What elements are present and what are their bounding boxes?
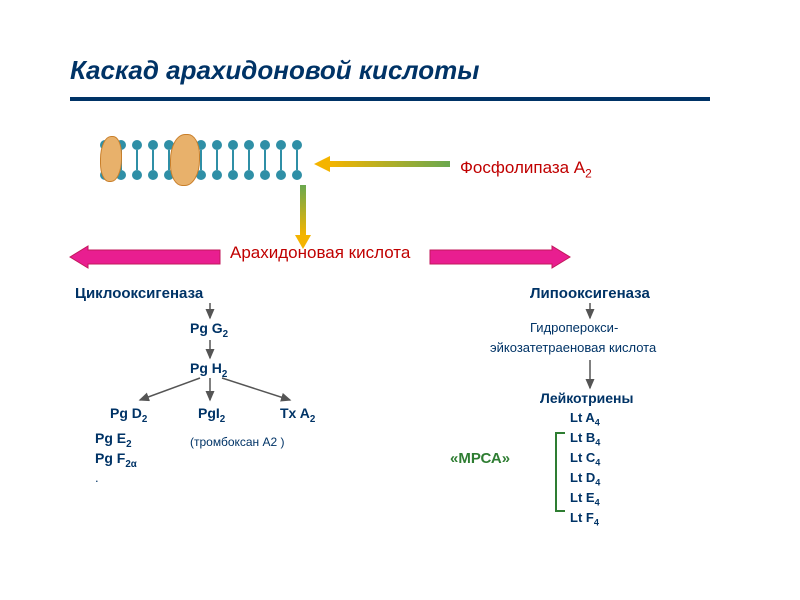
label-pge2: Pg E2 xyxy=(95,430,132,450)
label-cox: Циклооксигеназа xyxy=(75,285,203,302)
label-pgf2a: Pg F2α xyxy=(95,450,137,470)
label-ltd4: Lt D4 xyxy=(570,470,600,488)
mrsa-bracket xyxy=(555,432,565,512)
label-phospholipase: Фосфолипаза A2 xyxy=(460,158,592,180)
label-pgh2: Pg H2 xyxy=(190,360,227,380)
label-pgi2: PgI2 xyxy=(198,405,225,425)
label-lte4: Lt E4 xyxy=(570,490,600,508)
label-pgd2: Pg D2 xyxy=(110,405,147,425)
label-dot: . xyxy=(95,470,99,485)
label-leukotrienes: Лейкотриены xyxy=(540,390,633,406)
label-hpete2: эйкозатетраеновая кислота xyxy=(490,340,656,355)
label-txa2: Tx A2 xyxy=(280,405,315,425)
label-pgg2: Pg G2 xyxy=(190,320,228,340)
label-thromboxane: (тромбоксан A2 ) xyxy=(190,435,285,449)
label-mrsa: «МРСА» xyxy=(450,450,510,467)
label-lta4: Lt A4 xyxy=(570,410,600,428)
label-lox: Липооксигеназа xyxy=(530,285,650,302)
label-hpete1: Гидроперокси- xyxy=(530,320,618,335)
label-arachidonic: Арахидоновая кислота xyxy=(230,243,410,263)
label-ltf4: Lt F4 xyxy=(570,510,599,528)
label-ltb4: Lt B4 xyxy=(570,430,600,448)
label-ltc4: Lt C4 xyxy=(570,450,600,468)
